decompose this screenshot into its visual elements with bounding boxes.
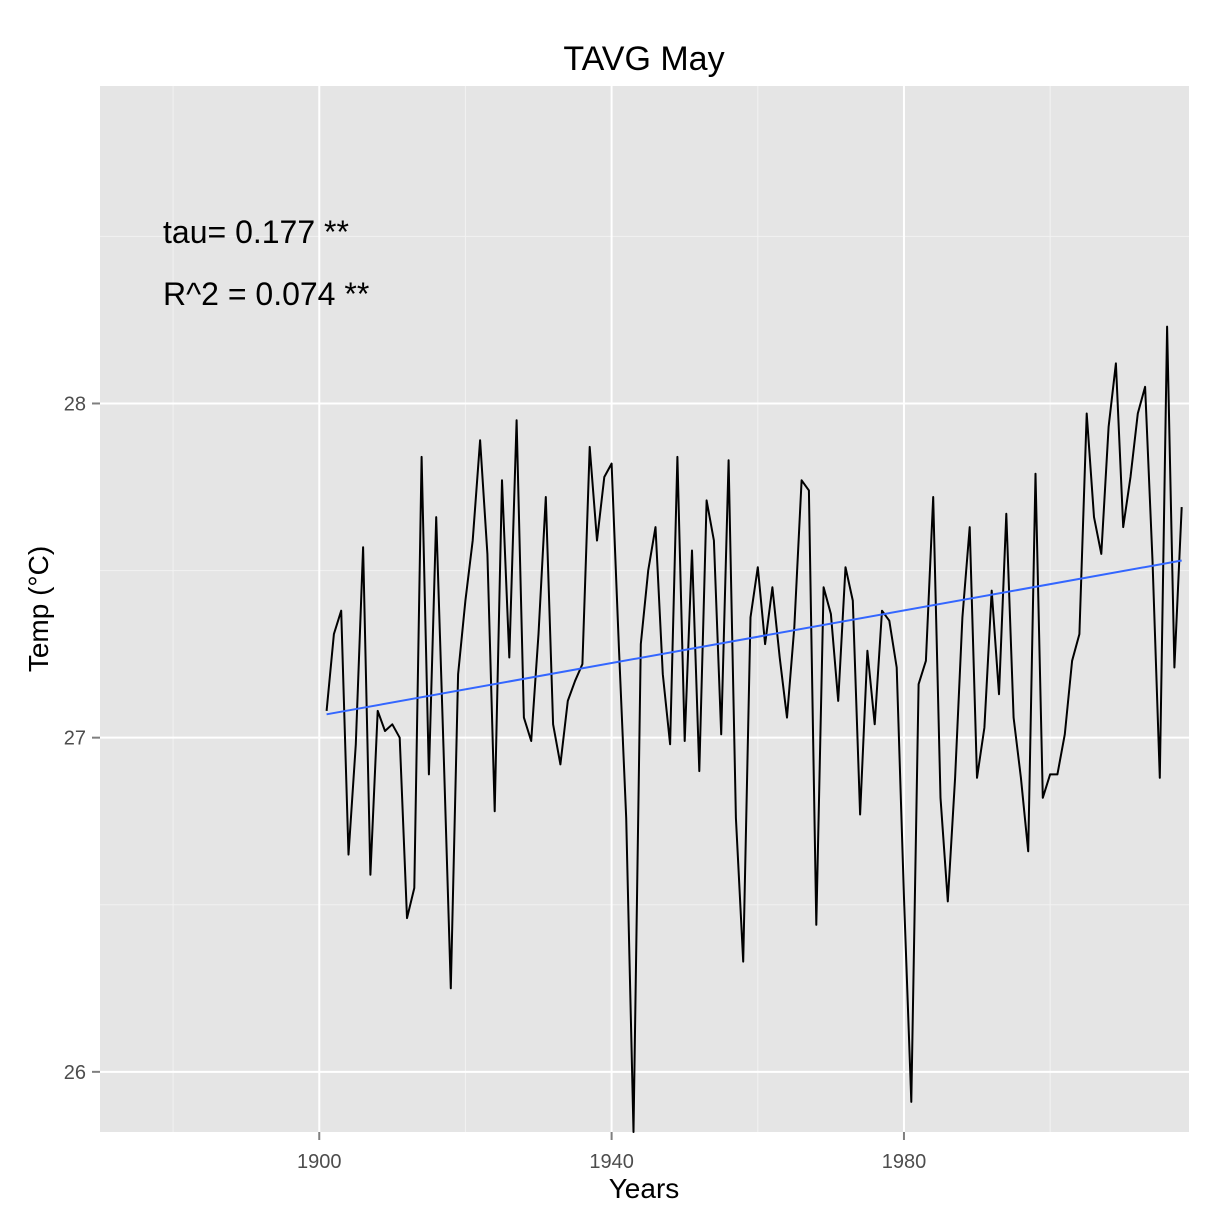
x-axis: 1900 1940 1980: [297, 1132, 926, 1173]
series-layer: [325, 325, 1183, 1133]
x-tick-label: 1900: [297, 1151, 342, 1173]
tau-annotation: tau= 0.177 **: [163, 214, 349, 250]
r2-annotation: R^2 = 0.074 **: [163, 276, 369, 312]
x-tick-label: 1980: [882, 1151, 927, 1173]
trend-line: [326, 559, 1182, 716]
y-tick-label: 28: [64, 393, 86, 415]
y-axis-title: Temp (°C): [23, 546, 54, 672]
y-tick-label: 26: [64, 1062, 86, 1084]
x-axis-title: Years: [609, 1173, 680, 1204]
y-axis: 26 27 28: [64, 393, 100, 1084]
major-gridlines: [100, 86, 1189, 1132]
annotations: tau= 0.177 ** R^2 = 0.074 **: [163, 214, 369, 312]
temperature-series-line: [325, 325, 1183, 1133]
y-tick-label: 27: [64, 728, 86, 750]
x-tick-label: 1940: [589, 1151, 634, 1173]
chart-title: TAVG May: [563, 40, 724, 78]
